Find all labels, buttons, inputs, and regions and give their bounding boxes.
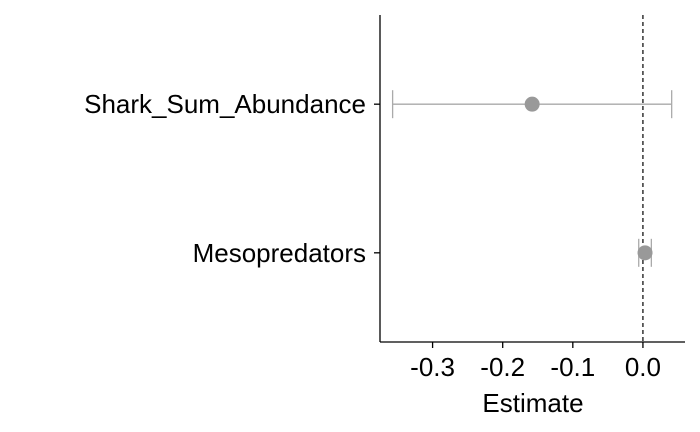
x-tick-label: -0.2 xyxy=(480,352,525,382)
y-tick-label: Mesopredators xyxy=(193,238,366,268)
data-marks xyxy=(391,90,673,267)
y-tick-label: Shark_Sum_Abundance xyxy=(84,89,366,119)
x-ticks: -0.3 -0.2 -0.1 0.0 xyxy=(410,342,661,382)
y-ticks: Shark_Sum_Abundance Mesopredators xyxy=(84,89,380,268)
x-tick-label: -0.1 xyxy=(550,352,595,382)
x-tick-label: -0.3 xyxy=(410,352,455,382)
axes xyxy=(379,15,685,343)
estimate-point xyxy=(524,96,540,112)
x-tick-label: 0.0 xyxy=(625,352,661,382)
estimate-point xyxy=(637,245,653,261)
x-axis-title: Estimate xyxy=(482,388,583,418)
